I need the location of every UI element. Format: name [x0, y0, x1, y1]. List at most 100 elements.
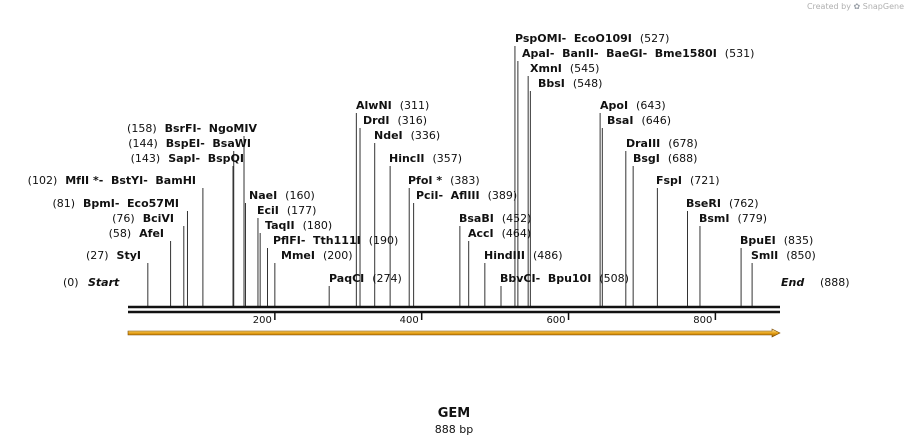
site-position: (81)	[52, 197, 75, 210]
name-separator: -	[594, 47, 599, 60]
site-bsrfi[interactable]: (158) BsrFI - NgoMIV	[127, 122, 257, 135]
site-afei[interactable]: (58) AfeI	[109, 227, 164, 240]
site-sapi[interactable]: (143) SapI - BspQI	[131, 152, 244, 165]
site-bbsi[interactable]: BbsI (548)	[538, 77, 602, 90]
ruler-ticks: 200 400 600 800	[253, 312, 717, 326]
enzyme-name: BaeGI	[606, 47, 642, 60]
name-separator: -	[115, 197, 120, 210]
site-alwni[interactable]: AlwNI (311)	[356, 99, 429, 112]
site-position: (850)	[786, 249, 816, 262]
enzyme-name: BbsI	[538, 77, 565, 90]
site-smli[interactable]: SmlI (850)	[751, 249, 816, 262]
site-position: (177)	[287, 204, 317, 217]
site-bsai[interactable]: BsaI (646)	[607, 114, 671, 127]
enzyme-name: PflFI	[273, 234, 301, 247]
site-draiii[interactable]: DraIII (678)	[626, 137, 698, 150]
site-hindiii[interactable]: HindIII (486)	[484, 249, 563, 262]
site-acci[interactable]: AccI (464)	[468, 227, 531, 240]
site-bcivi[interactable]: (76) BciVI	[112, 212, 174, 225]
sequence-map: PspOMI - EcoO109I (527) ApaI - BanII - Bae…	[28, 32, 850, 338]
enzyme-name: PaqCI	[329, 272, 364, 285]
enzyme-name: PfoI *	[408, 174, 442, 187]
enzyme-name: StyI	[117, 249, 141, 262]
site-bpuei[interactable]: BpuEI (835)	[740, 234, 813, 247]
enzyme-name: BsaWI	[212, 137, 251, 150]
site-bsmi[interactable]: BsmI (779)	[699, 212, 767, 225]
enzyme-name: PciI	[416, 189, 438, 202]
enzyme-name: BamHI	[155, 174, 196, 187]
enzyme-name: BstYI	[111, 174, 143, 187]
site-bpmi[interactable]: (81) BpmI - Eco57MI	[52, 197, 179, 210]
site-xmni[interactable]: XmnI (545)	[530, 62, 599, 75]
snapgene-credit: Created by ✿ SnapGene	[807, 2, 904, 11]
site-labels: PspOMI - EcoO109I (527) ApaI - BanII - Bae…	[28, 32, 850, 289]
name-separator: -	[143, 174, 148, 187]
name-separator: -	[550, 47, 555, 60]
sequence-title: GEM	[437, 406, 471, 421]
site-naei[interactable]: NaeI (160)	[249, 189, 315, 202]
site-bsgi[interactable]: BsgI (688)	[633, 152, 697, 165]
orf-arrow[interactable]	[127, 328, 781, 338]
site-position: (144)	[128, 137, 158, 150]
sequence-length: 888 bp	[434, 423, 474, 436]
credit-prefix: Created by	[806, 2, 851, 11]
enzyme-name: MfII *	[65, 174, 99, 187]
site-drdi[interactable]: DrdI (316)	[363, 114, 427, 127]
site-pcii[interactable]: PciI - AflIII (389)	[416, 189, 517, 202]
site-position: (143)	[131, 152, 161, 165]
enzyme-name: AfeI	[139, 227, 164, 240]
site-bsabi[interactable]: BsaBI (452)	[459, 212, 531, 225]
site-position: (180)	[303, 219, 333, 232]
site-position: (58)	[109, 227, 132, 240]
site-position: (678)	[668, 137, 698, 150]
name-separator: -	[438, 189, 443, 202]
name-separator: -	[562, 32, 567, 45]
enzyme-name: BspQI	[208, 152, 244, 165]
site-mmei[interactable]: MmeI (200)	[281, 249, 353, 262]
enzyme-name: AlwNI	[356, 99, 392, 112]
site-position: (311)	[400, 99, 430, 112]
enzyme-name: FspI	[656, 174, 682, 187]
enzyme-name: Tth111I	[313, 234, 361, 247]
enzyme-name: AflIII	[451, 189, 480, 202]
site-fspi[interactable]: FspI (721)	[656, 174, 720, 187]
sequence-backbone	[128, 305, 780, 314]
enzyme-name: BsaBI	[459, 212, 494, 225]
site-hincii[interactable]: HincII (357)	[389, 152, 462, 165]
name-separator: -	[301, 234, 306, 247]
site-pspomi[interactable]: PspOMI - EcoO109I (527)	[515, 32, 669, 45]
tick-label: 400	[400, 315, 419, 326]
enzyme-name: MmeI	[281, 249, 315, 262]
orf-feature	[127, 328, 781, 338]
enzyme-name: SmlI	[751, 249, 778, 262]
site-position: (464)	[502, 227, 532, 240]
site-position: (531)	[725, 47, 755, 60]
site-position: (190)	[369, 234, 399, 247]
site-bseri[interactable]: BseRI (762)	[686, 197, 759, 210]
site-apai[interactable]: ApaI - BanII - BaeGI - Bme1580I (531)	[522, 47, 754, 60]
enzyme-name: Eco57MI	[127, 197, 179, 210]
site-ndei[interactable]: NdeI (336)	[374, 129, 440, 142]
site-bbvci[interactable]: BbvCI - Bpu10I (508)	[500, 272, 629, 285]
start-position: (0)	[63, 276, 79, 289]
site-apoi[interactable]: ApoI (643)	[600, 99, 666, 112]
site-pflfi[interactable]: PflFI - Tth111I (190)	[273, 234, 398, 247]
site-position: (102)	[28, 174, 58, 187]
site-pfoi[interactable]: PfoI * (383)	[408, 174, 480, 187]
site-ecii[interactable]: EciI (177)	[257, 204, 316, 217]
site-position: (383)	[450, 174, 480, 187]
site-stems	[147, 46, 753, 306]
enzyme-name: AccI	[468, 227, 494, 240]
tick-label: 200	[253, 315, 272, 326]
site-position: (688)	[668, 152, 698, 165]
name-separator: -	[536, 272, 541, 285]
site-bspei[interactable]: (144) BspEI - BsaWI	[128, 137, 251, 150]
site-position: (158)	[127, 122, 157, 135]
site-position: (452)	[502, 212, 532, 225]
site-position: (160)	[285, 189, 315, 202]
enzyme-name: BpmI	[83, 197, 115, 210]
site-styi[interactable]: (27) StyI	[86, 249, 141, 262]
site-mfii[interactable]: (102) MfII * - BstYI - BamHI	[28, 174, 196, 187]
site-taqii[interactable]: TaqII (180)	[265, 219, 332, 232]
site-paqci[interactable]: PaqCI (274)	[329, 272, 402, 285]
